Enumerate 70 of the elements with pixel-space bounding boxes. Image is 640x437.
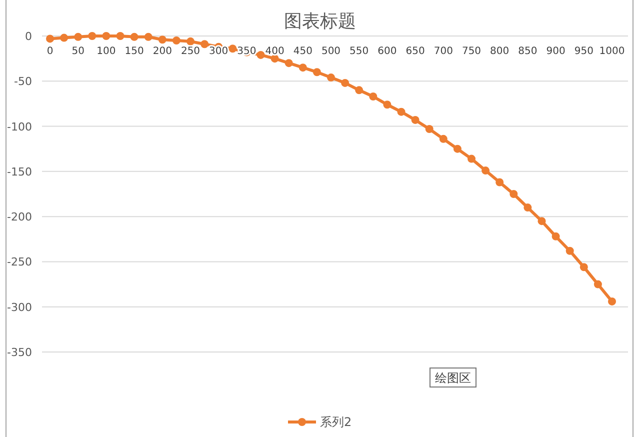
point bbox=[608, 297, 616, 306]
y-tick-label: -350 bbox=[7, 346, 32, 359]
point bbox=[200, 40, 209, 48]
point bbox=[580, 263, 588, 272]
point bbox=[453, 144, 462, 153]
legend-label: 系列2 bbox=[320, 415, 352, 429]
point bbox=[369, 92, 378, 100]
x-tick-label: 50 bbox=[72, 46, 84, 57]
point bbox=[383, 100, 392, 109]
point bbox=[102, 32, 110, 40]
x-tick-label: 150 bbox=[124, 46, 144, 57]
point bbox=[341, 78, 350, 87]
point bbox=[566, 246, 574, 255]
text: 绘图区 bbox=[435, 371, 471, 385]
point bbox=[298, 64, 307, 72]
point bbox=[228, 44, 237, 53]
point bbox=[60, 34, 68, 42]
x-tick-label: 800 bbox=[490, 46, 510, 57]
x-tick-label: 1000 bbox=[599, 46, 625, 57]
point bbox=[482, 166, 490, 175]
x-tick-label: 600 bbox=[378, 46, 397, 57]
point bbox=[355, 86, 364, 94]
x-tick-label: 650 bbox=[406, 46, 425, 57]
x-tick-label: 850 bbox=[518, 46, 538, 57]
point bbox=[46, 34, 54, 43]
point bbox=[88, 32, 96, 40]
point bbox=[552, 232, 560, 240]
point bbox=[327, 74, 335, 82]
x-tick-label: 550 bbox=[350, 46, 369, 57]
point bbox=[425, 124, 434, 133]
y-tick-label: -250 bbox=[7, 256, 32, 269]
y-tick-label: 0 bbox=[25, 30, 32, 43]
x-tick-label: 450 bbox=[293, 46, 312, 57]
point bbox=[186, 37, 194, 46]
y-tick-label: -300 bbox=[7, 300, 32, 314]
y-tick-label: -150 bbox=[7, 165, 32, 178]
x-tick-label: 100 bbox=[96, 46, 116, 57]
point bbox=[172, 36, 180, 45]
point bbox=[594, 280, 602, 288]
x-tick-label: 750 bbox=[462, 46, 482, 57]
x-tick-label: 200 bbox=[152, 46, 172, 57]
x-tick-label: 500 bbox=[321, 46, 341, 57]
point bbox=[284, 59, 293, 68]
point bbox=[411, 116, 420, 124]
point bbox=[144, 32, 152, 41]
chart-title: 图表标题 bbox=[284, 11, 356, 32]
x-tick-label: 700 bbox=[434, 46, 453, 57]
x-tick-label: 950 bbox=[574, 46, 594, 57]
x-tick-label: 250 bbox=[180, 46, 200, 57]
point bbox=[130, 32, 138, 41]
point bbox=[524, 204, 532, 212]
point bbox=[158, 36, 166, 44]
point bbox=[538, 217, 546, 226]
point bbox=[397, 108, 406, 116]
point bbox=[496, 178, 504, 186]
point bbox=[256, 50, 265, 59]
x-tick-label: 300 bbox=[209, 46, 228, 57]
point bbox=[510, 190, 518, 198]
point bbox=[312, 68, 321, 76]
x-tick-label: 400 bbox=[265, 46, 284, 57]
point bbox=[74, 32, 82, 41]
y-tick-label: -50 bbox=[14, 75, 32, 88]
point bbox=[270, 54, 279, 63]
point bbox=[468, 154, 476, 163]
x-tick-label: 0 bbox=[46, 46, 54, 57]
y-tick-label: -100 bbox=[7, 120, 32, 134]
y-tick-label: -200 bbox=[7, 210, 32, 224]
point bbox=[116, 32, 124, 40]
point bbox=[439, 134, 448, 143]
x-tick-label: 900 bbox=[546, 46, 566, 57]
